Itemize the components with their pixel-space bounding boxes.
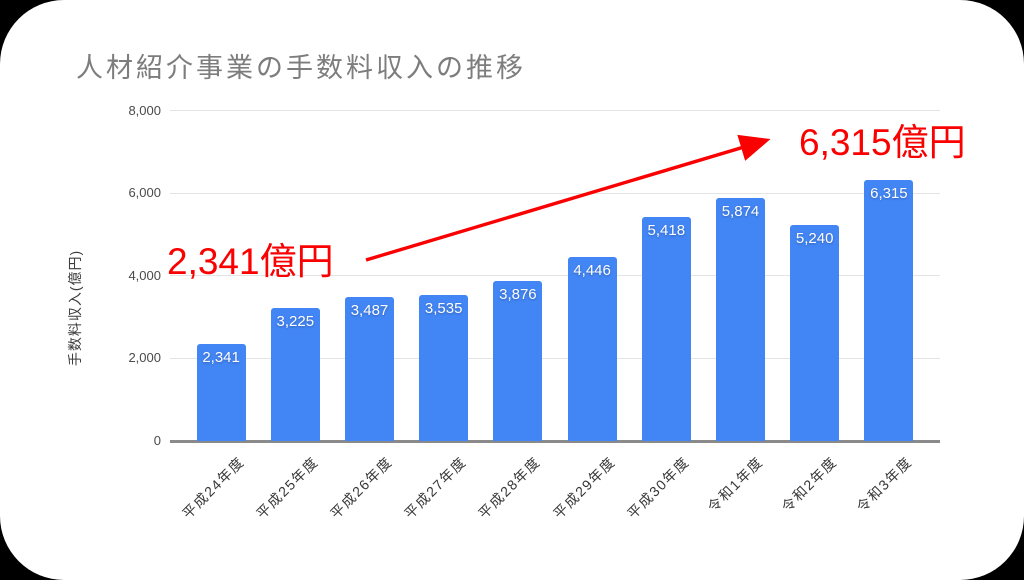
x-tick-label: 令和3年度 xyxy=(852,453,915,516)
x-tick-label: 平成24年度 xyxy=(178,453,247,522)
gridline-6000 xyxy=(170,192,940,194)
bar-令和3年度: 6,315 xyxy=(864,180,914,441)
bar-平成30年度: 5,418 xyxy=(641,217,691,441)
y-tick-label: 2,000 xyxy=(128,350,161,366)
bar-value-label: 4,446 xyxy=(573,262,611,280)
y-tick-label: 8,000 xyxy=(128,102,161,118)
x-tick-label: 平成25年度 xyxy=(252,453,322,522)
bar-value-label: 5,418 xyxy=(647,222,686,240)
bar-value-label: 6,315 xyxy=(870,185,908,203)
annotation-end-value: 6,315億円 xyxy=(799,122,966,163)
gridline-2000 xyxy=(170,357,940,359)
bar-令和2年度: 5,240 xyxy=(790,224,840,441)
x-tick-label: 令和1年度 xyxy=(704,453,767,516)
bar-令和1年度: 5,874 xyxy=(716,198,765,441)
y-axis-title: 手数料収入(億円) xyxy=(67,249,83,367)
bar-平成27年度: 3,535 xyxy=(419,294,469,441)
x-tick-label: 平成27年度 xyxy=(401,453,470,522)
bar-value-label: 2,341 xyxy=(202,349,240,367)
x-axis-line xyxy=(170,439,940,443)
bar-value-label: 3,225 xyxy=(276,312,315,330)
x-tick-label: 平成26年度 xyxy=(326,453,396,522)
y-tick-label: 4,000 xyxy=(128,267,161,283)
bar-value-label: 5,240 xyxy=(795,229,834,247)
y-tick-label: 0 xyxy=(153,433,161,448)
annotation-start-value: 2,341億円 xyxy=(167,241,334,282)
bar-平成26年度: 3,487 xyxy=(345,296,394,441)
y-tick-label: 6,000 xyxy=(128,185,161,201)
bar-value-label: 5,874 xyxy=(721,203,760,221)
bar-平成25年度: 3,225 xyxy=(270,307,320,441)
x-tick-label: 平成28年度 xyxy=(475,453,544,522)
x-tick-label: 平成29年度 xyxy=(549,453,618,522)
x-tick-label: 令和2年度 xyxy=(778,453,841,516)
bar-value-label: 3,876 xyxy=(499,285,537,303)
bar-value-label: 3,535 xyxy=(424,299,463,317)
chart-title: 人材紹介事業の手数料収入の推移 xyxy=(76,53,526,83)
gridline-8000 xyxy=(170,110,940,111)
bar-平成24年度: 2,341 xyxy=(196,344,246,441)
bar-平成29年度: 4,446 xyxy=(567,257,617,441)
x-tick-label: 平成30年度 xyxy=(623,453,693,522)
bar-value-label: 3,487 xyxy=(350,301,389,319)
bar-平成28年度: 3,876 xyxy=(493,280,543,441)
gridline-4000 xyxy=(170,275,940,277)
